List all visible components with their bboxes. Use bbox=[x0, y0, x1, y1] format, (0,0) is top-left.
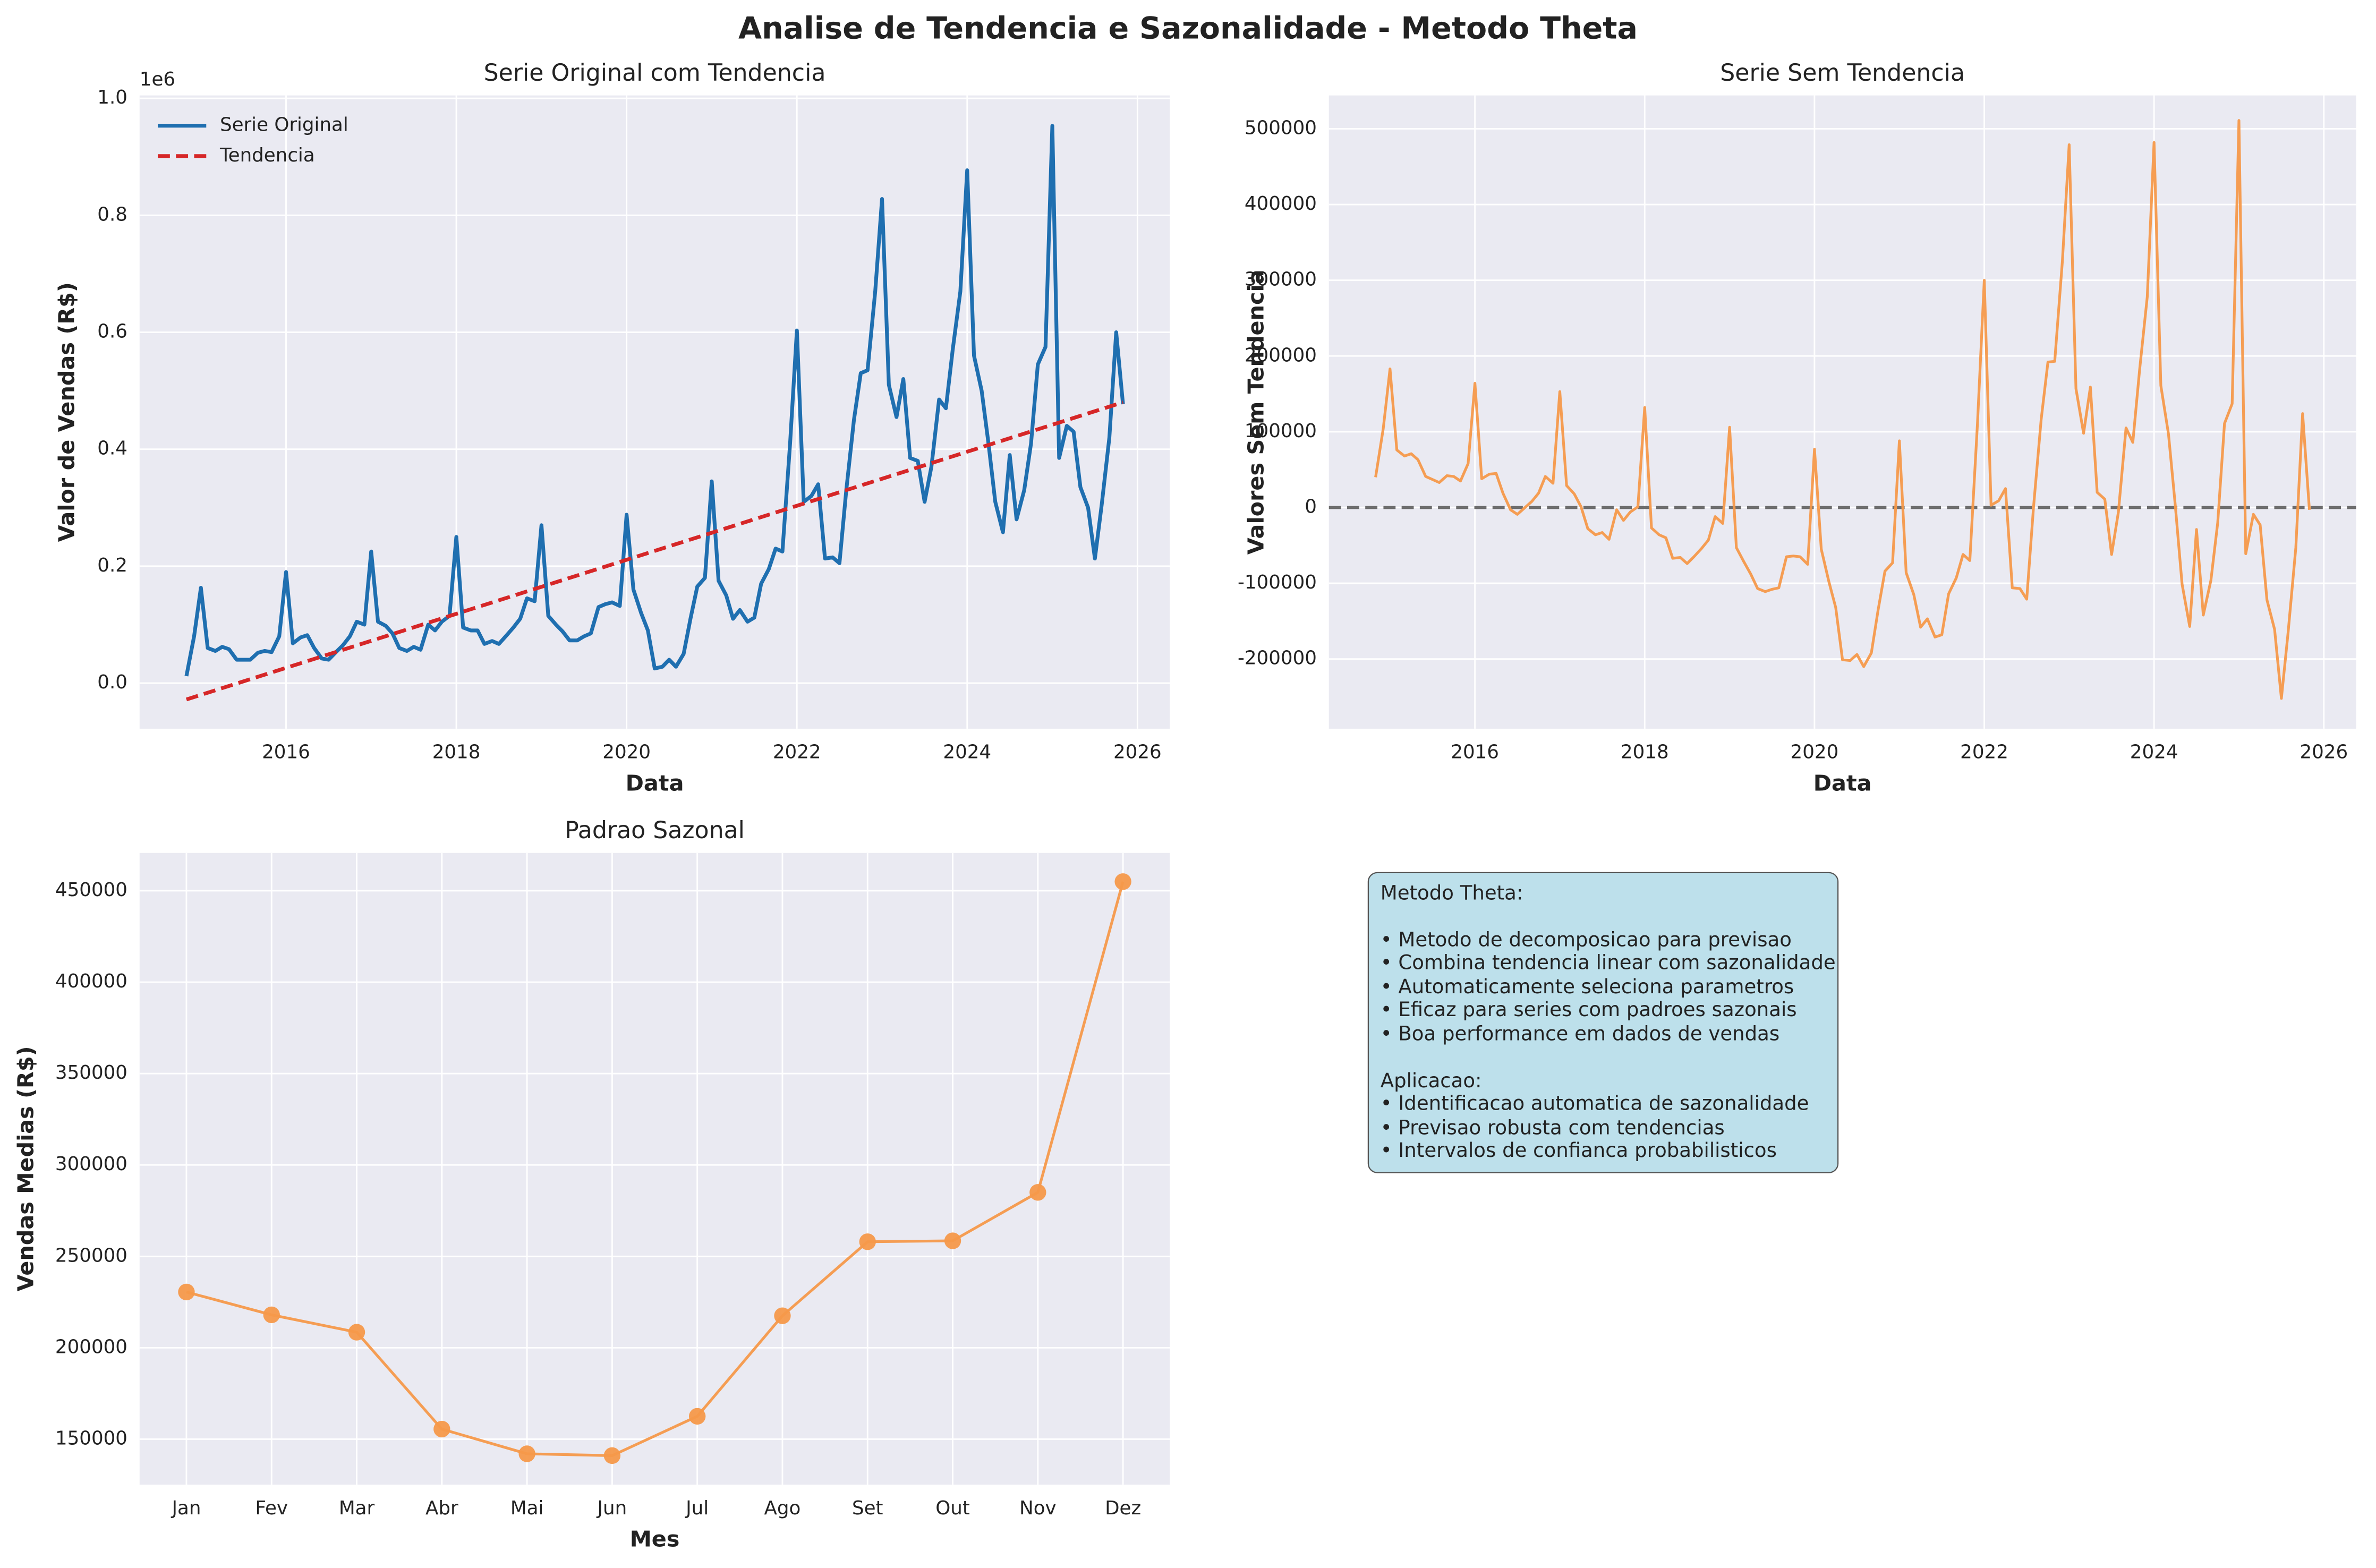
y-tick-label: 200000 bbox=[55, 1336, 127, 1358]
x-tick-label: 2022 bbox=[1960, 742, 2008, 763]
y-tick-label: 100000 bbox=[1245, 420, 1317, 442]
x-tick-label: Set bbox=[852, 1497, 883, 1519]
x-tick-label: 2016 bbox=[1451, 742, 1499, 763]
y-tick-label: 350000 bbox=[55, 1062, 127, 1084]
y-tick-label: 300000 bbox=[55, 1153, 127, 1175]
x-tick-label: 2018 bbox=[1621, 742, 1669, 763]
y-tick-label: 0.4 bbox=[97, 438, 127, 459]
legend-label: Tendencia bbox=[219, 144, 315, 166]
y-tick-label: -200000 bbox=[1238, 647, 1317, 669]
info-item: • Automaticamente seleciona parametros bbox=[1381, 975, 1794, 998]
figure-title: Analise de Tendencia e Sazonalidade - Me… bbox=[738, 11, 1638, 46]
info-box: Metodo Theta: • Metodo de decomposicao p… bbox=[1367, 872, 1839, 1173]
y-tick-label: 400000 bbox=[55, 970, 127, 992]
axis-offset-label: 1e6 bbox=[140, 69, 175, 90]
y-tick-label: 450000 bbox=[55, 879, 127, 901]
x-tick-label: Ago bbox=[764, 1497, 801, 1519]
info-item: • Identificacao automatica de sazonalida… bbox=[1381, 1092, 1809, 1115]
x-tick-label: 2026 bbox=[1113, 742, 1162, 763]
subplot-title: Serie Sem Tendencia bbox=[1720, 59, 1965, 87]
point-marker bbox=[263, 1306, 280, 1324]
y-tick-label: 0 bbox=[1305, 496, 1317, 517]
y-tick-label: 0.2 bbox=[97, 555, 127, 576]
x-tick-label: Mai bbox=[510, 1497, 544, 1519]
y-tick-label: 1.0 bbox=[97, 87, 127, 108]
x-tick-label: Jul bbox=[685, 1497, 709, 1519]
info-heading: Metodo Theta: bbox=[1381, 881, 1523, 904]
x-tick-label: Fev bbox=[255, 1497, 288, 1519]
y-axis-label: Valores Sem Tendencia bbox=[1244, 269, 1269, 555]
subplot: -200000 -100000 0 100000 200000 300000 400000 5… bbox=[1238, 59, 2356, 796]
info-item: • Boa performance em dados de vendas bbox=[1381, 1022, 1779, 1045]
y-tick-label: 0.8 bbox=[97, 203, 127, 225]
x-tick-label: 2016 bbox=[262, 742, 310, 763]
x-tick-label: 2022 bbox=[773, 742, 821, 763]
y-tick-label: 250000 bbox=[55, 1245, 127, 1266]
y-tick-label: 0.6 bbox=[97, 321, 127, 343]
x-tick-label: 2018 bbox=[432, 742, 481, 763]
x-tick-label: 2020 bbox=[1791, 742, 1839, 763]
info-box-frame bbox=[1367, 872, 1839, 1173]
x-tick-label: Jan bbox=[171, 1497, 201, 1519]
y-tick-label: 400000 bbox=[1245, 193, 1317, 215]
x-tick-label: Dez bbox=[1105, 1497, 1141, 1519]
info-heading: Aplicacao: bbox=[1381, 1069, 1482, 1092]
x-tick-label: 2024 bbox=[2130, 742, 2178, 763]
x-axis-label: Mes bbox=[630, 1527, 680, 1552]
series-line bbox=[185, 400, 1124, 702]
info-item: • Metodo de decomposicao para previsao bbox=[1381, 928, 1792, 951]
x-tick-label: 2020 bbox=[602, 742, 651, 763]
subplot: 150000 200000 250000 300000 350000 400000 4500… bbox=[13, 817, 1170, 1552]
point-marker bbox=[433, 1420, 450, 1438]
info-item: • Previsao robusta com tendencias bbox=[1381, 1116, 1725, 1139]
point-marker bbox=[859, 1233, 876, 1250]
series-line bbox=[184, 124, 1125, 677]
subplot-title: Serie Original com Tendencia bbox=[484, 59, 826, 87]
info-item: • Intervalos de confianca probabilistico… bbox=[1381, 1139, 1777, 1162]
point-marker bbox=[518, 1445, 535, 1462]
info-item: • Combina tendencia linear com sazonalid… bbox=[1381, 951, 1836, 974]
x-axis-label: Data bbox=[626, 770, 684, 796]
info-item: • Eficaz para series com padroes sazonai… bbox=[1381, 998, 1797, 1021]
point-marker bbox=[1114, 873, 1131, 890]
plot-area bbox=[139, 95, 1170, 729]
x-tick-label: 2026 bbox=[2300, 742, 2348, 763]
subplot-title: Padrao Sazonal bbox=[565, 817, 745, 844]
plot-area bbox=[1328, 95, 2356, 729]
point-marker bbox=[1029, 1184, 1046, 1201]
x-tick-label: Abr bbox=[425, 1497, 458, 1519]
series-line bbox=[186, 881, 1125, 1457]
y-tick-label: -100000 bbox=[1238, 572, 1317, 593]
legend-label: Serie Original bbox=[220, 114, 348, 136]
x-tick-label: 2024 bbox=[943, 742, 991, 763]
series-line bbox=[1374, 119, 2311, 700]
subplot: 0.0 0.2 0.4 0.6 0.8 1.0 2016 2018 2020 2022 2024 20… bbox=[54, 59, 1170, 796]
y-axis-label: Vendas Medias (R$) bbox=[13, 1046, 39, 1291]
y-tick-label: 200000 bbox=[1245, 344, 1317, 366]
point-marker bbox=[603, 1447, 621, 1464]
y-tick-label: 0.0 bbox=[97, 671, 127, 693]
x-tick-label: Out bbox=[935, 1497, 970, 1519]
plot-area bbox=[139, 853, 1170, 1485]
y-tick-label: 150000 bbox=[55, 1427, 127, 1449]
x-tick-label: Nov bbox=[1019, 1497, 1057, 1519]
point-marker bbox=[178, 1283, 195, 1301]
x-axis-label: Data bbox=[1813, 770, 1872, 796]
point-marker bbox=[348, 1324, 365, 1341]
point-marker bbox=[944, 1232, 961, 1249]
y-tick-label: 300000 bbox=[1245, 269, 1317, 291]
x-tick-label: Jun bbox=[597, 1497, 627, 1519]
y-tick-label: 500000 bbox=[1245, 117, 1317, 139]
point-marker bbox=[774, 1307, 791, 1324]
y-axis-label: Valor de Vendas (R$) bbox=[54, 282, 80, 542]
x-tick-label: Mar bbox=[339, 1497, 375, 1519]
point-marker bbox=[688, 1408, 706, 1425]
